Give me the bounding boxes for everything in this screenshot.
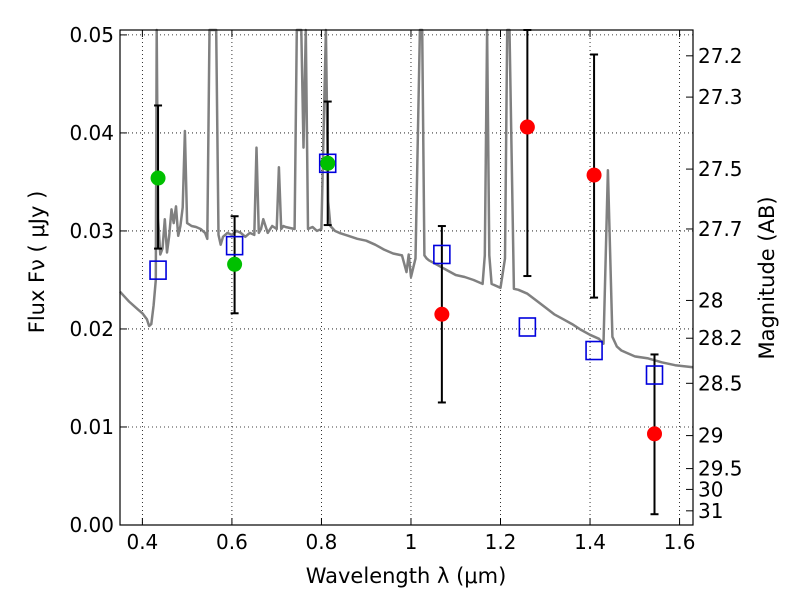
- y-axis-title: Flux Fν ( μJy ): [25, 191, 49, 334]
- model-square: [433, 244, 451, 265]
- data-point: [434, 306, 450, 322]
- right-tick-label: 28.2: [698, 326, 743, 350]
- x-tick-label: 0.8: [306, 530, 338, 554]
- plot-frame: [119, 29, 694, 526]
- data-point: [320, 155, 336, 171]
- y-tick-label: 0.03: [69, 219, 114, 243]
- right-tick-label: 27.5: [698, 157, 743, 181]
- x-tick-label: 1.2: [485, 530, 517, 554]
- model-square: [518, 317, 537, 337]
- x-tick-label: 1.6: [664, 530, 696, 554]
- y-tick-label: 0.02: [69, 317, 114, 341]
- right-tick-label: 29: [698, 424, 723, 448]
- error-bars-layer: [154, 29, 659, 516]
- x-tick-label: 0.4: [126, 530, 158, 554]
- data-point: [227, 256, 243, 272]
- model-square: [585, 340, 603, 361]
- model-square: [149, 260, 167, 280]
- data-point: [647, 426, 663, 442]
- y-tick-label: 0.01: [69, 415, 114, 439]
- right-tick-label: 27.2: [698, 44, 743, 68]
- y-tick-label: 0.00: [69, 513, 114, 537]
- data-points-layer: [150, 119, 663, 442]
- sed-spectrum-layer: [119, 28, 694, 369]
- model-square: [645, 365, 664, 385]
- right-tick-label: 29.5: [698, 457, 743, 481]
- sed-spectrum-line: [119, 28, 694, 369]
- x-tick-label: 1: [405, 530, 418, 554]
- model-squares-layer: [149, 153, 664, 385]
- model-square: [318, 153, 337, 174]
- right-tick-label: 27.3: [698, 85, 743, 109]
- right-tick-label: 31: [698, 499, 723, 523]
- y-right-axis-title: Magnitude (AB): [755, 196, 779, 359]
- right-tick-label: 30: [698, 477, 723, 501]
- right-tick-label: 28.5: [698, 371, 743, 395]
- x-tick-label: 1.4: [574, 530, 606, 554]
- x-tick-label: 0.6: [216, 530, 248, 554]
- y-tick-label: 0.05: [69, 23, 114, 47]
- x-axis-title: Wavelength λ (μm): [306, 564, 507, 588]
- right-tick-label: 27.7: [698, 217, 743, 241]
- model-square: [225, 235, 244, 256]
- data-point: [586, 167, 602, 183]
- grid-lines: [120, 30, 693, 526]
- axis-ticks: 0.4 0.6 0.8 1 1.2 1.4 1.6 0.00 0.01 0.02 0.03 0.04 0…: [69, 23, 742, 554]
- data-point: [519, 119, 535, 135]
- data-point: [150, 170, 166, 186]
- y-tick-label: 0.04: [69, 121, 114, 145]
- right-tick-label: 28: [698, 288, 723, 312]
